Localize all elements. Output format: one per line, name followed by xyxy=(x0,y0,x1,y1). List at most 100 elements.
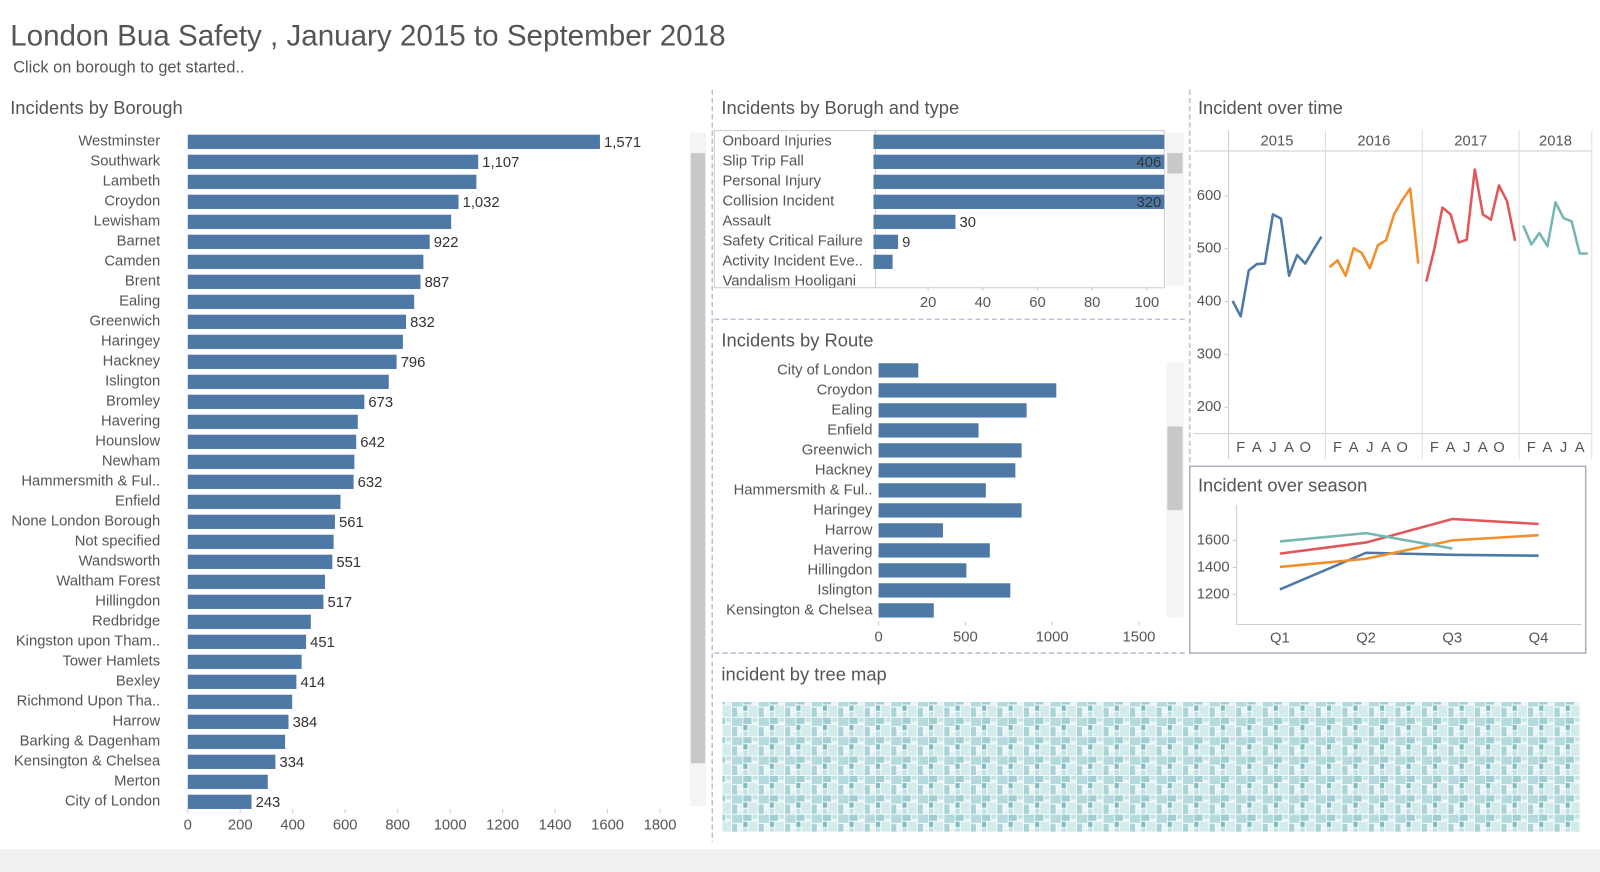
category-label: City of London xyxy=(65,794,160,810)
value-label: 30 xyxy=(960,215,976,231)
scrollbar-thumb[interactable] xyxy=(690,153,706,764)
x-tick-label: 1400 xyxy=(539,817,572,833)
bar xyxy=(187,414,358,429)
footer-strip xyxy=(0,848,1600,872)
line xyxy=(1231,213,1323,318)
canvas: London Bua Safety , January 2015 to Sept… xyxy=(0,20,1600,872)
category-label: Hounslow xyxy=(95,434,160,450)
category-label: Westminster xyxy=(78,134,160,150)
bar xyxy=(878,503,1022,518)
x-tick-label: Q1 xyxy=(1270,631,1290,647)
scrollbar-thumb[interactable] xyxy=(1167,153,1183,174)
x-tick-label: A xyxy=(1252,440,1262,456)
category-label: Kensington & Chelsea xyxy=(14,754,161,770)
category-label: Haringey xyxy=(101,334,161,350)
x-tick-label: A xyxy=(1446,440,1456,456)
y-tick-label: 1400 xyxy=(1197,559,1230,575)
x-tick-label: 0 xyxy=(184,817,192,833)
category-label: Hillingdon xyxy=(808,562,873,578)
category-label: Activity Incident Eve.. xyxy=(722,254,862,270)
category-label: Barnet xyxy=(117,234,161,250)
x-tick-label: O xyxy=(1300,440,1312,456)
x-tick-label: 800 xyxy=(385,817,410,833)
category-label: Newham xyxy=(102,454,160,470)
x-tick-label: 600 xyxy=(333,817,358,833)
category-label: Hammersmith & Ful.. xyxy=(734,482,873,498)
bar xyxy=(878,563,967,578)
bar xyxy=(187,374,389,389)
bar xyxy=(187,734,286,749)
x-tick-label: F xyxy=(1430,440,1439,456)
line xyxy=(1522,200,1588,255)
x-tick-label: Q4 xyxy=(1529,631,1549,647)
category-label: Greenwich xyxy=(90,314,161,330)
bar xyxy=(187,554,333,569)
line xyxy=(1279,533,1539,569)
y-tick-label: 300 xyxy=(1197,346,1222,362)
bar xyxy=(187,494,341,509)
y-tick-label: 500 xyxy=(1197,241,1222,257)
x-tick-label: 1200 xyxy=(486,817,519,833)
value-label: 673 xyxy=(368,395,393,411)
x-tick-label: A xyxy=(1575,440,1585,456)
category-label: Ealing xyxy=(831,402,872,418)
bar xyxy=(187,194,459,209)
category-label: Redbridge xyxy=(92,614,160,630)
bar xyxy=(187,694,293,709)
category-label: Havering xyxy=(101,414,160,430)
y-tick-label: 200 xyxy=(1197,399,1222,415)
bar xyxy=(187,174,477,189)
bar xyxy=(187,354,397,369)
chart-title: incident by tree map xyxy=(721,663,886,684)
bar xyxy=(187,294,415,309)
value-label: 832 xyxy=(410,315,435,331)
scrollbar-thumb[interactable] xyxy=(1167,426,1183,511)
value-label: 922 xyxy=(434,235,459,251)
chart-title: Incidents by Route xyxy=(721,330,873,351)
category-label: Wandsworth xyxy=(79,554,161,570)
value-label: 9 xyxy=(902,235,910,251)
category-label: Personal Injury xyxy=(722,174,821,190)
x-tick-label: A xyxy=(1381,440,1391,456)
value-label: 642 xyxy=(360,435,385,451)
bar xyxy=(878,603,934,618)
x-tick-label: 500 xyxy=(953,630,978,646)
line xyxy=(1328,187,1420,277)
bar xyxy=(187,654,302,669)
bar xyxy=(873,214,956,229)
bar xyxy=(187,614,311,629)
bar xyxy=(878,363,919,378)
bar xyxy=(873,154,1165,169)
line xyxy=(1279,531,1453,550)
category-label: Hackney xyxy=(103,354,161,370)
category-label: Onboard Injuries xyxy=(722,134,831,150)
category-label: Vandalism Hooligani xyxy=(722,274,856,290)
category-label: Bexley xyxy=(116,674,161,690)
bar xyxy=(187,574,325,589)
bar xyxy=(187,794,252,809)
category-label: Safety Critical Failure xyxy=(722,234,862,250)
x-tick-label: 80 xyxy=(1084,295,1100,311)
category-label: Hillingdon xyxy=(95,594,160,610)
x-tick-label: 40 xyxy=(975,295,991,311)
bar xyxy=(878,463,1016,478)
bar xyxy=(873,194,1165,209)
bar xyxy=(187,594,324,609)
category-label: Southwark xyxy=(90,154,160,170)
category-label: Brent xyxy=(125,274,160,290)
panel-border xyxy=(1189,465,1587,654)
bar xyxy=(187,754,276,769)
x-tick-label: 1800 xyxy=(644,817,677,833)
category-label: Enfield xyxy=(827,422,872,438)
value-label: 1,032 xyxy=(463,195,500,211)
category-label: Not specified xyxy=(75,534,160,550)
category-label: Lambeth xyxy=(103,174,161,190)
treemap-area[interactable] xyxy=(722,702,1580,832)
dashboard-subtitle: Click on borough to get started.. xyxy=(13,59,244,77)
value-label: 451 xyxy=(310,635,335,651)
x-tick-label: J xyxy=(1463,440,1470,456)
bar xyxy=(878,423,979,438)
value-label: 406 xyxy=(1137,155,1162,171)
x-tick-label: A xyxy=(1349,440,1359,456)
